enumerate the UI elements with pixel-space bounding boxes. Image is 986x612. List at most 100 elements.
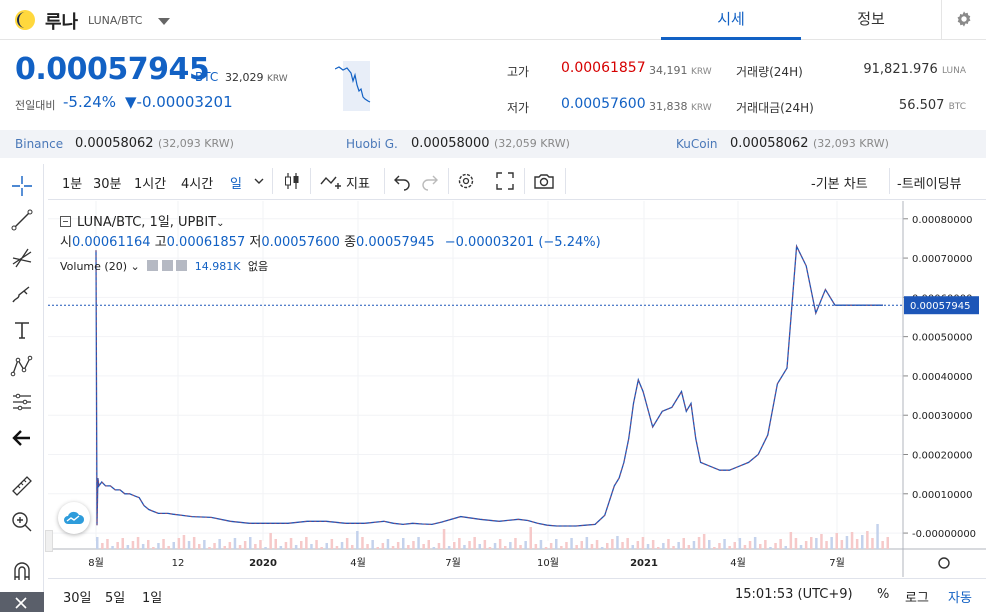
legend-collapse-icon[interactable] bbox=[60, 216, 71, 227]
volume-bar bbox=[187, 541, 191, 549]
ruler-icon[interactable] bbox=[10, 474, 34, 498]
volume-bar bbox=[585, 537, 589, 549]
volume-bar bbox=[162, 539, 165, 549]
text-tool-icon[interactable] bbox=[10, 318, 34, 342]
indicator-icon[interactable] bbox=[320, 171, 342, 191]
volume-gear-icon[interactable] bbox=[161, 260, 173, 271]
percent-toggle[interactable]: % bbox=[877, 587, 890, 602]
sidebar-collapse-button[interactable] bbox=[45, 530, 53, 552]
volume-bar bbox=[544, 547, 548, 549]
interval-30m[interactable]: 30분 bbox=[93, 177, 122, 192]
volume-chevron-down-icon[interactable]: ⌄ bbox=[130, 260, 140, 273]
toolbar-divider bbox=[524, 168, 525, 194]
volume-bar bbox=[192, 537, 196, 549]
y-tick-label: 0.00020000 bbox=[912, 451, 972, 462]
volume-bar bbox=[259, 540, 262, 549]
amount-24h: 56.507 BTC bbox=[800, 98, 966, 113]
volume-bar bbox=[636, 541, 640, 549]
trash-button[interactable] bbox=[0, 592, 44, 612]
volume-bar bbox=[136, 537, 140, 549]
crosshair-icon[interactable] bbox=[10, 174, 34, 198]
exchange-name-kucoin[interactable]: KuCoin bbox=[676, 137, 718, 151]
volume-bar bbox=[310, 544, 313, 549]
settings-gear-icon[interactable] bbox=[955, 10, 973, 28]
gann-fan-icon[interactable] bbox=[10, 246, 34, 270]
volume-bar bbox=[549, 543, 553, 549]
price-chart[interactable]: 0.000800000.000700000.000600000.00050000… bbox=[48, 201, 986, 577]
volume-bar bbox=[157, 543, 160, 549]
price-line-up-candles bbox=[95, 245, 883, 527]
volume-bar bbox=[753, 537, 757, 549]
fullscreen-icon[interactable] bbox=[495, 171, 515, 191]
volume-bar bbox=[672, 546, 675, 549]
volume-bar bbox=[203, 540, 206, 549]
tradingview-button[interactable]: -트레이딩뷰 bbox=[897, 177, 962, 192]
undo-icon[interactable] bbox=[392, 171, 412, 191]
range-1d[interactable]: 1일 bbox=[142, 591, 163, 606]
toolbar-divider bbox=[448, 168, 449, 194]
change-label: 전일대비 bbox=[15, 99, 56, 112]
volume-bar bbox=[340, 542, 344, 549]
volume-bar bbox=[861, 535, 864, 549]
chart-legend-title[interactable]: LUNA/BTC, 1일, UPBIT⌄ bbox=[60, 211, 224, 230]
volume-bar bbox=[830, 537, 833, 549]
trend-line-icon[interactable] bbox=[10, 208, 34, 232]
auto-toggle[interactable]: 자동 bbox=[948, 591, 972, 606]
volume-bar bbox=[866, 531, 869, 549]
volume-bar bbox=[422, 544, 425, 549]
pattern-icon[interactable] bbox=[10, 354, 34, 378]
log-toggle[interactable]: 로그 bbox=[905, 591, 929, 606]
volume-bar bbox=[555, 539, 558, 549]
range-30d[interactable]: 30일 bbox=[63, 591, 92, 606]
volume-bar bbox=[514, 538, 517, 549]
volume-bar bbox=[504, 546, 507, 549]
tradingview-logo[interactable] bbox=[58, 502, 90, 534]
exchange-name-binance[interactable]: Binance bbox=[15, 137, 64, 151]
volume-bar bbox=[570, 538, 573, 549]
volume-legend-label[interactable]: Volume (20) bbox=[60, 260, 127, 273]
interval-4h[interactable]: 4시간 bbox=[181, 177, 214, 192]
drawing-toolbar bbox=[0, 164, 44, 612]
volume-bar bbox=[764, 540, 767, 549]
magnet-icon[interactable] bbox=[10, 560, 34, 584]
candle-type-icon[interactable] bbox=[282, 171, 302, 191]
volume-bar bbox=[198, 544, 201, 549]
zoom-in-icon[interactable] bbox=[10, 510, 34, 534]
interval-chevron-down-icon[interactable] bbox=[252, 171, 266, 191]
volume-close-icon[interactable] bbox=[176, 260, 188, 271]
y-tick-label: 0.00010000 bbox=[912, 490, 972, 501]
volume-bar bbox=[560, 546, 563, 549]
volume-bar bbox=[646, 544, 650, 549]
x-tick-label: 12 bbox=[172, 558, 185, 569]
volume-bar bbox=[177, 538, 181, 549]
indicators-button[interactable]: 지표 bbox=[346, 177, 370, 192]
volume-bar bbox=[213, 543, 216, 549]
price-krw: 32,029 KRW bbox=[225, 71, 288, 84]
legend-close-label: 종 bbox=[344, 235, 357, 250]
volume-bar bbox=[106, 539, 109, 549]
range-5d[interactable]: 5일 bbox=[105, 591, 126, 606]
redo-icon[interactable] bbox=[420, 171, 440, 191]
brush-icon[interactable] bbox=[10, 282, 34, 306]
coin-select-chevron-icon[interactable] bbox=[158, 18, 170, 25]
tab-quote[interactable]: 시세 bbox=[661, 0, 801, 40]
back-arrow-icon[interactable] bbox=[10, 426, 34, 450]
volume-bar bbox=[595, 540, 599, 549]
legend-chevron-down-icon[interactable]: ⌄ bbox=[216, 218, 225, 229]
interval-1m[interactable]: 1분 bbox=[62, 177, 83, 192]
exchange-name-huobi[interactable]: Huobi G. bbox=[346, 137, 398, 151]
coin-header: 루나 LUNA/BTC 시세 정보 bbox=[0, 0, 986, 40]
volume-eye-icon[interactable] bbox=[147, 260, 159, 271]
legend-open-label: 시 bbox=[60, 235, 72, 250]
clock-display[interactable]: 15:01:53 (UTC+9) bbox=[735, 587, 853, 602]
interval-1h[interactable]: 1시간 bbox=[134, 177, 167, 192]
prediction-tool-icon[interactable] bbox=[10, 390, 34, 414]
camera-icon[interactable] bbox=[533, 171, 555, 191]
y-tick-label: 0.00080000 bbox=[912, 215, 972, 226]
tab-info[interactable]: 정보 bbox=[857, 10, 885, 28]
chart-settings-gear-icon[interactable] bbox=[456, 171, 476, 191]
volume-bar bbox=[294, 545, 298, 549]
axis-settings-gear-icon[interactable] bbox=[938, 557, 950, 569]
interval-1d[interactable]: 일 bbox=[230, 177, 242, 192]
basic-chart-button[interactable]: -기본 차트 bbox=[811, 177, 868, 192]
